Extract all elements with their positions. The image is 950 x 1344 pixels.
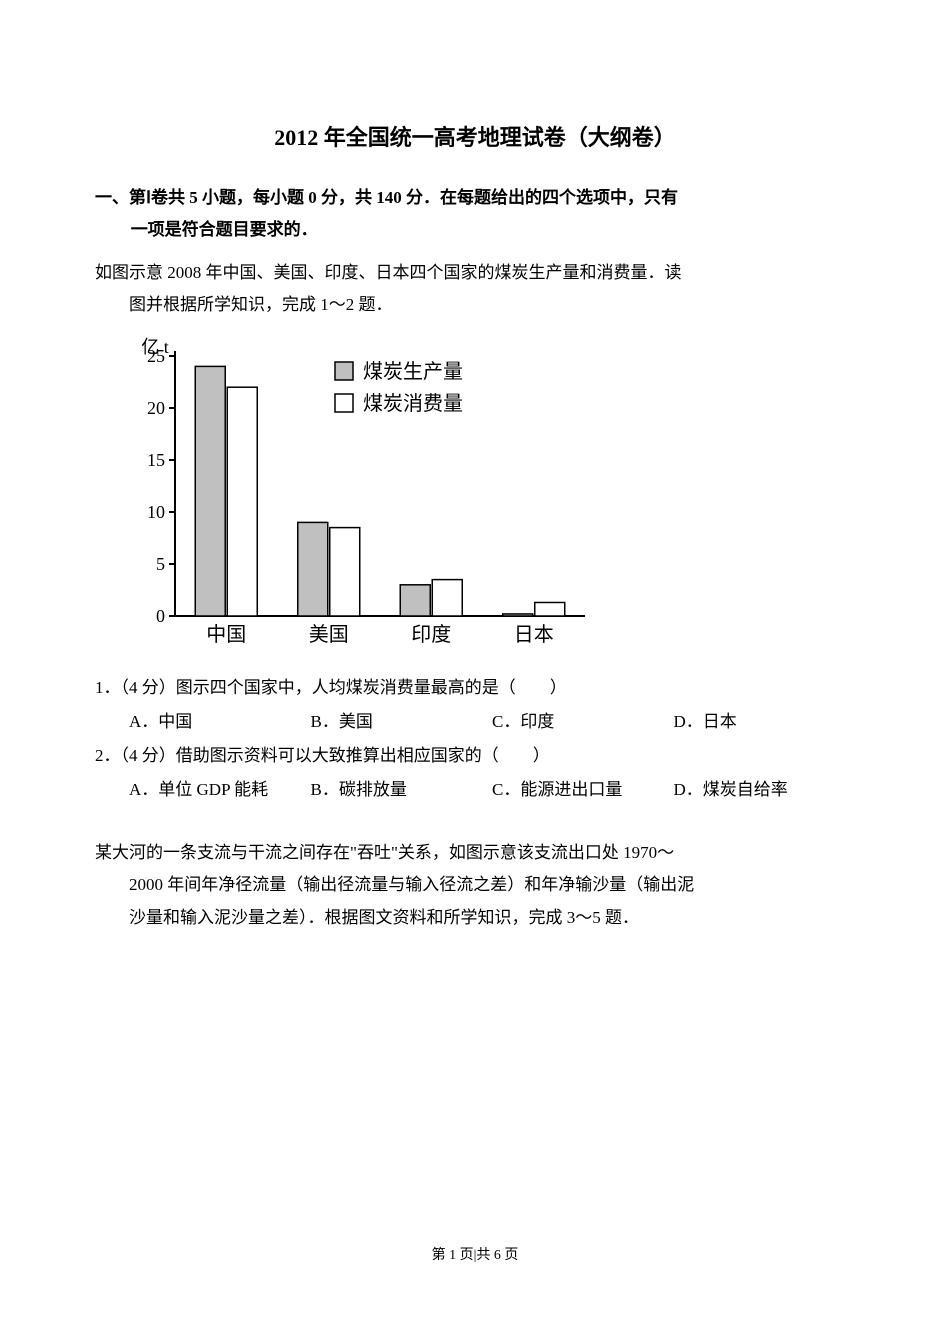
section-header-line2: 一项是符合题目要求的． (95, 214, 855, 246)
svg-text:20: 20 (147, 398, 165, 418)
svg-text:印度: 印度 (411, 623, 451, 646)
intro1-line2: 图并根据所学知识，完成 1～2 题． (95, 289, 855, 321)
svg-text:0: 0 (156, 606, 165, 626)
bar-chart-svg: 亿 t0510152025中国美国印度日本煤炭生产量煤炭消费量 (115, 336, 595, 656)
q1-option-d: D．日本 (674, 705, 856, 739)
svg-text:5: 5 (156, 554, 165, 574)
q2-option-a: A．单位 GDP 能耗 (129, 773, 311, 807)
q2-option-b: B．碳排放量 (311, 773, 493, 807)
question-2-options: A．单位 GDP 能耗 B．碳排放量 C．能源进出口量 D．煤炭自给率 (95, 773, 855, 807)
intro2-line1: 某大河的一条支流与干流之间存在"吞吐"关系，如图示意该支流出口处 1970～ (95, 837, 855, 869)
section-header-line1: 一、第Ⅰ卷共 5 小题，每小题 0 分，共 140 分．在每题给出的四个选项中，… (95, 182, 855, 214)
question-2: 2．（4 分）借助图示资料可以大致推算出相应国家的（ ） (95, 739, 855, 773)
coal-chart: 亿 t0510152025中国美国印度日本煤炭生产量煤炭消费量 (115, 336, 855, 656)
svg-text:25: 25 (147, 346, 165, 366)
svg-text:日本: 日本 (514, 623, 554, 646)
svg-text:煤炭消费量: 煤炭消费量 (363, 392, 463, 415)
svg-text:煤炭生产量: 煤炭生产量 (363, 360, 463, 383)
section-header: 一、第Ⅰ卷共 5 小题，每小题 0 分，共 140 分．在每题给出的四个选项中，… (95, 182, 855, 247)
svg-text:15: 15 (147, 450, 165, 470)
q1-option-a: A．中国 (129, 705, 311, 739)
intro2-line2: 2000 年间年净径流量（输出径流量与输入径流之差）和年净输沙量（输出泥 (95, 869, 855, 901)
q2-option-c: C．能源进出口量 (492, 773, 674, 807)
page-title: 2012 年全国统一高考地理试卷（大纲卷） (95, 120, 855, 152)
q1-option-c: C．印度 (492, 705, 674, 739)
svg-text:美国: 美国 (309, 623, 349, 646)
svg-text:10: 10 (147, 502, 165, 522)
intro-paragraph-1: 如图示意 2008 年中国、美国、印度、日本四个国家的煤炭生产量和消费量．读 图… (95, 257, 855, 322)
svg-text:中国: 中国 (206, 623, 246, 646)
intro-paragraph-2: 某大河的一条支流与干流之间存在"吞吐"关系，如图示意该支流出口处 1970～ 2… (95, 837, 855, 934)
question-1: 1．（4 分）图示四个国家中，人均煤炭消费量最高的是（ ） (95, 671, 855, 705)
question-1-options: A．中国 B．美国 C．印度 D．日本 (95, 705, 855, 739)
intro1-line1: 如图示意 2008 年中国、美国、印度、日本四个国家的煤炭生产量和消费量．读 (95, 257, 855, 289)
intro2-line3: 沙量和输入泥沙量之差）．根据图文资料和所学知识，完成 3～5 题． (95, 902, 855, 934)
q2-option-d: D．煤炭自给率 (674, 773, 856, 807)
q1-option-b: B．美国 (311, 705, 493, 739)
page-footer: 第 1 页|共 6 页 (95, 1244, 855, 1264)
